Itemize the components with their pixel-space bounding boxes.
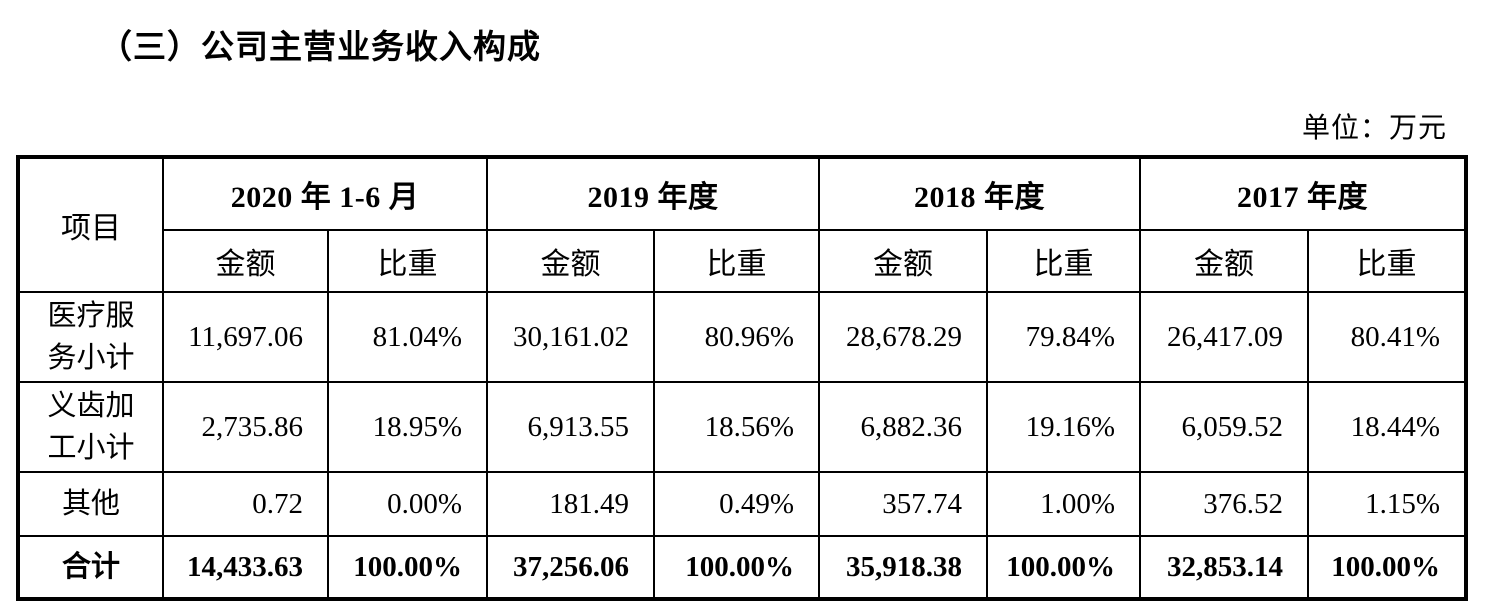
col-subheader-amount: 金额: [162, 229, 329, 293]
col-group-2018: 2018 年度: [818, 156, 1141, 231]
cell-amount: 0.72: [162, 471, 329, 538]
cell-amount: 28,678.29: [818, 290, 988, 384]
table-row: 其他 0.72 0.00% 181.49 0.49% 357.74 1.00% 376.52 1…: [17, 471, 1467, 538]
cell-ratio: 0.00%: [327, 471, 488, 538]
row-item-label: 义齿加工小计: [17, 381, 164, 474]
cell-ratio: 18.95%: [327, 381, 488, 474]
col-subheader-amount: 金额: [486, 229, 655, 293]
header-row-periods: 项目 2020 年 1-6 月 2019 年度 2018 年度 2017 年度: [17, 156, 1467, 293]
row-item-label: 其他: [17, 471, 164, 538]
col-subheader-amount: 金额: [818, 229, 988, 293]
cell-ratio: 100.00%: [653, 535, 820, 601]
table-row: 合计 14,433.63 100.00% 37,256.06 100.00% 35,918…: [17, 535, 1467, 601]
col-group-2017: 2017 年度: [1139, 156, 1467, 231]
cell-amount: 376.52: [1139, 471, 1309, 538]
row-item-label: 医疗服务小计: [17, 290, 164, 384]
cell-ratio: 18.44%: [1307, 381, 1467, 474]
col-subheader-ratio: 比重: [653, 229, 820, 293]
cell-ratio: 100.00%: [327, 535, 488, 601]
cell-amount: 37,256.06: [486, 535, 655, 601]
col-subheader-ratio: 比重: [986, 229, 1141, 293]
table-header: 项目 2020 年 1-6 月 2019 年度 2018 年度 2017 年度 …: [17, 156, 1467, 293]
cell-ratio: 80.41%: [1307, 290, 1467, 384]
cell-amount: 14,433.63: [162, 535, 329, 601]
table-row: 义齿加工小计 2,735.86 18.95% 6,913.55 18.56% 6,882.…: [17, 381, 1467, 474]
table-row: 医疗服务小计 11,697.06 81.04% 30,161.02 80.96% 28,6…: [17, 290, 1467, 384]
cell-amount: 11,697.06: [162, 290, 329, 384]
cell-ratio: 0.49%: [653, 471, 820, 538]
header-row-measures: 金额 比重 金额 比重 金额 比重 金额 比重: [18, 229, 1467, 293]
revenue-composition-table: 项目 2020 年 1-6 月 2019 年度 2018 年度 2017 年度 …: [16, 155, 1468, 602]
cell-amount: 6,882.36: [818, 381, 988, 474]
cell-ratio: 1.15%: [1307, 471, 1467, 538]
cell-amount: 181.49: [486, 471, 655, 538]
cell-ratio: 18.56%: [653, 381, 820, 474]
cell-amount: 30,161.02: [486, 290, 655, 384]
cell-ratio: 79.84%: [986, 290, 1141, 384]
row-item-label: 合计: [17, 535, 164, 601]
unit-note: 单位：万元: [1301, 113, 1447, 144]
col-subheader-ratio: 比重: [327, 229, 488, 293]
col-subheader-ratio: 比重: [1307, 229, 1467, 293]
col-subheader-amount: 金额: [1139, 229, 1309, 293]
cell-ratio: 100.00%: [986, 535, 1141, 601]
cell-amount: 26,417.09: [1139, 290, 1309, 384]
col-group-2019: 2019 年度: [486, 156, 820, 231]
cell-amount: 2,735.86: [162, 381, 329, 474]
cell-amount: 35,918.38: [818, 535, 988, 601]
cell-amount: 32,853.14: [1139, 535, 1309, 601]
cell-amount: 6,913.55: [486, 381, 655, 474]
cell-amount: 6,059.52: [1139, 381, 1309, 474]
table-body: 医疗服务小计 11,697.06 81.04% 30,161.02 80.96% 28,6…: [17, 290, 1467, 601]
cell-ratio: 19.16%: [986, 381, 1141, 474]
cell-ratio: 1.00%: [986, 471, 1141, 538]
col-header-item: 项目: [17, 156, 164, 293]
page-title: （三）公司主营业务收入构成: [99, 28, 541, 65]
cell-amount: 357.74: [818, 471, 988, 538]
cell-ratio: 81.04%: [327, 290, 488, 384]
cell-ratio: 100.00%: [1307, 535, 1467, 601]
col-group-2020h1: 2020 年 1-6 月: [162, 156, 488, 231]
cell-ratio: 80.96%: [653, 290, 820, 384]
